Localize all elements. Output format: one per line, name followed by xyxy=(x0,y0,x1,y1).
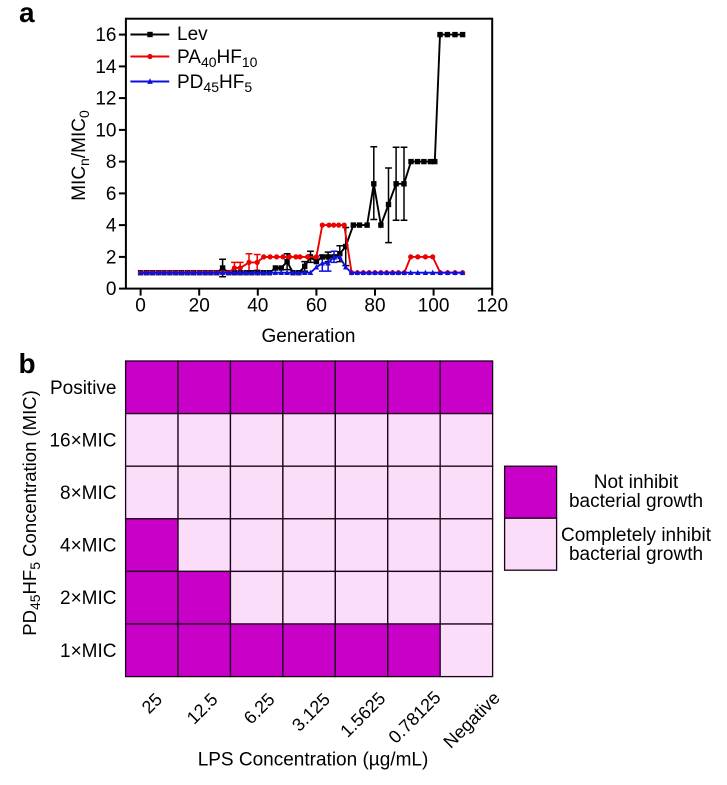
svg-text:20: 20 xyxy=(189,296,210,317)
svg-text:8: 8 xyxy=(106,152,117,173)
svg-text:2×MIC: 2×MIC xyxy=(60,588,117,609)
svg-text:100: 100 xyxy=(418,296,450,317)
svg-text:bacterial growth: bacterial growth xyxy=(569,544,703,565)
svg-text:1×MIC: 1×MIC xyxy=(60,641,117,662)
svg-text:2: 2 xyxy=(106,247,117,268)
svg-text:PA40HF10: PA40HF10 xyxy=(177,47,258,70)
svg-text:60: 60 xyxy=(306,296,327,317)
svg-text:MICn/MIC0: MICn/MIC0 xyxy=(69,110,92,201)
svg-text:Lev: Lev xyxy=(177,24,208,45)
svg-text:Not inhibit: Not inhibit xyxy=(594,472,679,493)
svg-text:bacterial growth: bacterial growth xyxy=(569,491,703,512)
svg-text:LPS Concentration (µg/mL): LPS Concentration (µg/mL) xyxy=(198,749,429,770)
svg-text:a: a xyxy=(19,0,35,28)
svg-text:0: 0 xyxy=(106,279,117,300)
svg-text:120: 120 xyxy=(476,296,508,317)
svg-text:16×MIC: 16×MIC xyxy=(49,430,116,451)
svg-text:0: 0 xyxy=(135,296,146,317)
svg-text:14: 14 xyxy=(95,57,117,78)
svg-text:Positive: Positive xyxy=(50,378,117,399)
svg-text:80: 80 xyxy=(364,296,385,317)
svg-text:8×MIC: 8×MIC xyxy=(60,483,117,504)
svg-text:4: 4 xyxy=(106,216,117,237)
svg-text:4×MIC: 4×MIC xyxy=(60,536,117,557)
svg-text:Completely inhibit: Completely inhibit xyxy=(561,525,712,546)
svg-text:6: 6 xyxy=(106,184,117,205)
svg-text:PD45HF5 Concentration (MIC): PD45HF5 Concentration (MIC) xyxy=(19,390,43,635)
svg-text:PD45HF5: PD45HF5 xyxy=(177,72,252,95)
svg-text:10: 10 xyxy=(95,120,116,141)
svg-text:40: 40 xyxy=(247,296,268,317)
svg-text:b: b xyxy=(19,348,36,379)
svg-text:12: 12 xyxy=(95,89,116,110)
svg-text:Generation: Generation xyxy=(261,326,355,347)
svg-text:16: 16 xyxy=(95,25,116,46)
